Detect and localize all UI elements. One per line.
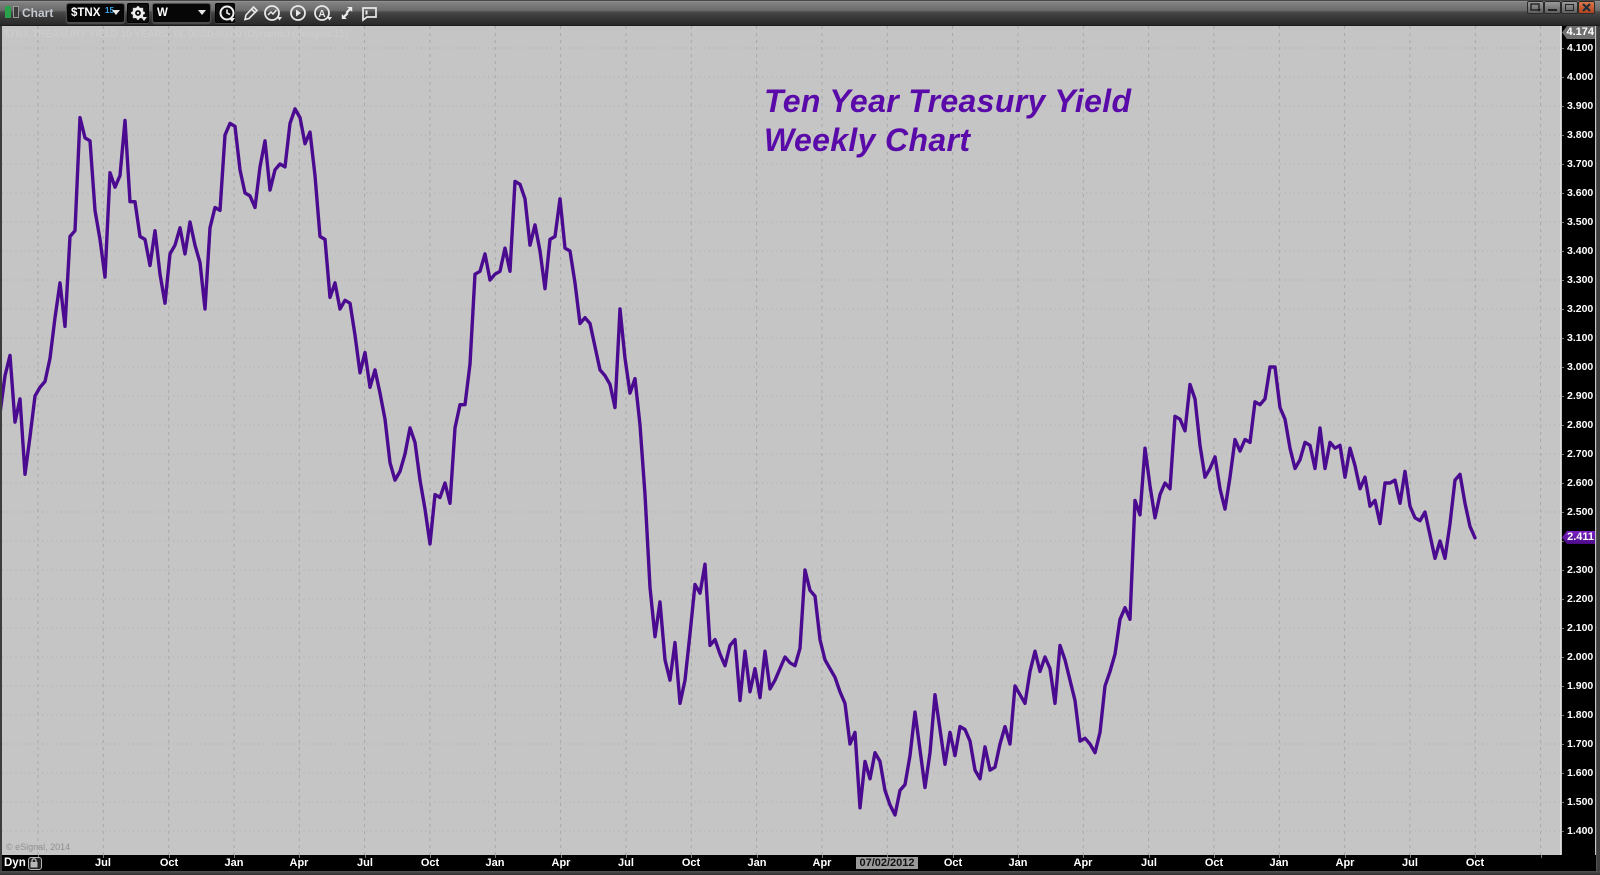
svg-text:A: A: [318, 9, 325, 20]
